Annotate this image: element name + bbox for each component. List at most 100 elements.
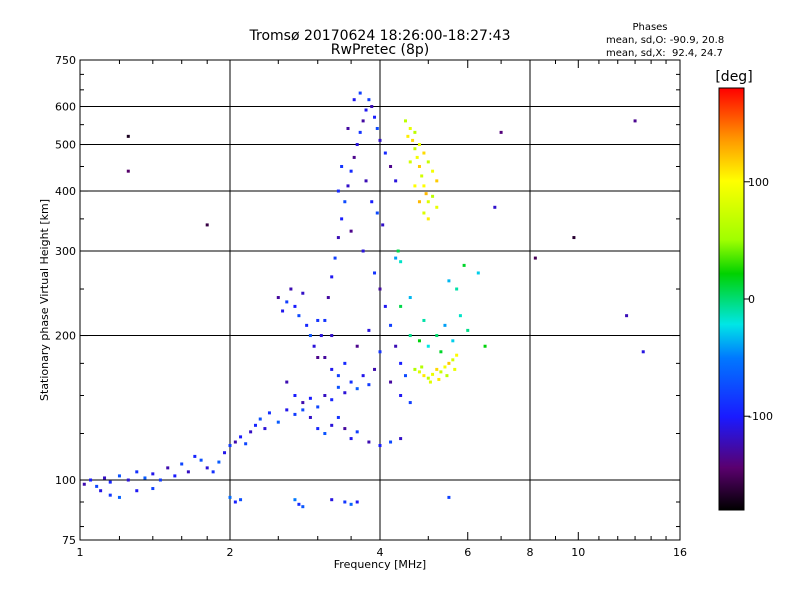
data-point: [289, 287, 293, 291]
data-point: [323, 355, 327, 359]
data-point: [453, 367, 457, 371]
y-tick-label: 400: [55, 185, 76, 198]
data-point: [378, 350, 382, 354]
data-point: [426, 344, 430, 348]
data-point: [263, 427, 267, 431]
data-point: [349, 437, 353, 441]
data-point: [417, 164, 421, 168]
grid-lines: [80, 60, 680, 540]
data-point: [293, 498, 297, 502]
data-point: [389, 323, 393, 327]
data-point: [99, 489, 103, 493]
data-point: [415, 155, 419, 159]
data-point: [375, 211, 379, 215]
data-point: [358, 130, 362, 134]
data-point: [439, 350, 443, 354]
data-point: [383, 151, 387, 155]
data-point: [244, 442, 248, 446]
data-point: [239, 498, 243, 502]
data-point: [135, 470, 139, 474]
data-point: [117, 474, 121, 478]
data-point: [431, 194, 435, 198]
data-point: [343, 391, 347, 395]
data-point: [330, 498, 334, 502]
data-point: [323, 432, 327, 436]
data-point: [301, 505, 305, 509]
data-point: [343, 361, 347, 365]
data-point: [408, 126, 412, 130]
data-point: [422, 184, 426, 188]
data-point: [108, 480, 112, 484]
data-point: [375, 126, 379, 130]
data-point: [82, 482, 86, 486]
data-point: [451, 358, 455, 362]
data-point: [340, 164, 344, 168]
data-point: [349, 229, 353, 233]
data-point: [364, 108, 368, 112]
data-point: [408, 296, 412, 300]
data-point: [378, 138, 382, 142]
data-point: [316, 318, 320, 322]
colorbar-tick-label: -100: [748, 410, 773, 423]
data-point: [403, 119, 407, 123]
data-point: [373, 367, 377, 371]
data-point: [308, 396, 312, 400]
data-point: [422, 374, 426, 378]
data-point: [403, 374, 407, 378]
data-point: [228, 444, 232, 448]
data-point: [126, 478, 130, 482]
data-point: [223, 451, 227, 455]
plot-area: 1 2 4 6 8 10 16 75 100 200 300 400 500 600 750: [55, 54, 687, 559]
data-point: [293, 304, 297, 308]
data-point: [443, 323, 447, 327]
data-point: [352, 98, 356, 102]
data-point: [394, 256, 398, 260]
data-point: [285, 300, 289, 304]
data-point: [361, 249, 365, 253]
data-point: [346, 126, 350, 130]
data-point: [367, 98, 371, 102]
data-point: [422, 151, 426, 155]
data-point: [383, 304, 387, 308]
data-point: [533, 256, 537, 260]
data-point: [349, 380, 353, 384]
data-point: [355, 500, 359, 504]
colorbar-tick-label: 100: [748, 176, 769, 189]
data-point: [422, 211, 426, 215]
data-point: [411, 138, 415, 142]
data-point: [435, 334, 439, 338]
data-point: [151, 487, 155, 491]
data-point: [316, 427, 320, 431]
data-point: [420, 174, 424, 178]
data-point: [217, 460, 221, 464]
data-point: [445, 374, 449, 378]
data-point: [349, 502, 353, 506]
data-point: [158, 478, 162, 482]
data-point: [205, 223, 209, 227]
data-point: [373, 271, 377, 275]
data-point: [151, 472, 155, 476]
data-point: [205, 466, 209, 470]
data-point: [352, 155, 356, 159]
data-point: [625, 314, 629, 318]
data-point: [355, 344, 359, 348]
data-point: [173, 474, 177, 478]
data-point: [431, 169, 435, 173]
x-tick-label: 16: [673, 546, 687, 559]
data-point: [343, 427, 347, 431]
data-point: [499, 130, 503, 134]
data-point: [193, 454, 197, 458]
data-point: [323, 394, 327, 398]
data-point: [108, 493, 112, 497]
data-point: [312, 344, 316, 348]
data-point: [293, 394, 297, 398]
data-point: [399, 437, 403, 441]
data-point: [399, 361, 403, 365]
data-point: [572, 236, 576, 240]
data-point: [458, 314, 462, 318]
data-point: [349, 169, 353, 173]
data-point: [641, 350, 645, 354]
data-point: [426, 200, 430, 204]
colorbar-ticks: 100 0 -100: [744, 176, 773, 423]
